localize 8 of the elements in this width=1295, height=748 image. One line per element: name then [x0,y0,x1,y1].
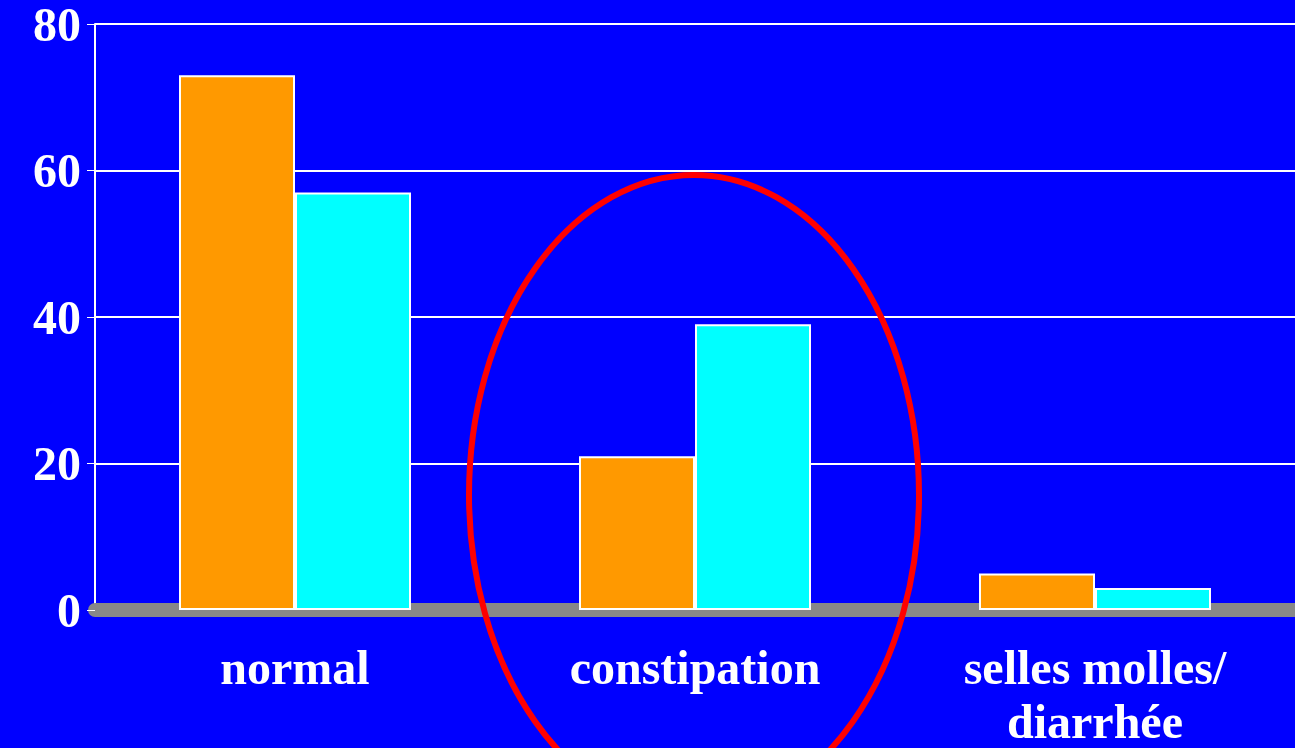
y-tick-label: 40 [33,290,81,344]
x-tick-label: selles molles/diarrhée [963,640,1227,748]
x-tick-label: constipation [569,640,821,694]
y-tick-label: 60 [33,144,81,197]
x-tick-label: normal [220,640,370,694]
y-tick-label: 0 [57,583,81,637]
y-tick-label: 80 [33,0,81,51]
y-tick-label: 20 [33,437,81,490]
